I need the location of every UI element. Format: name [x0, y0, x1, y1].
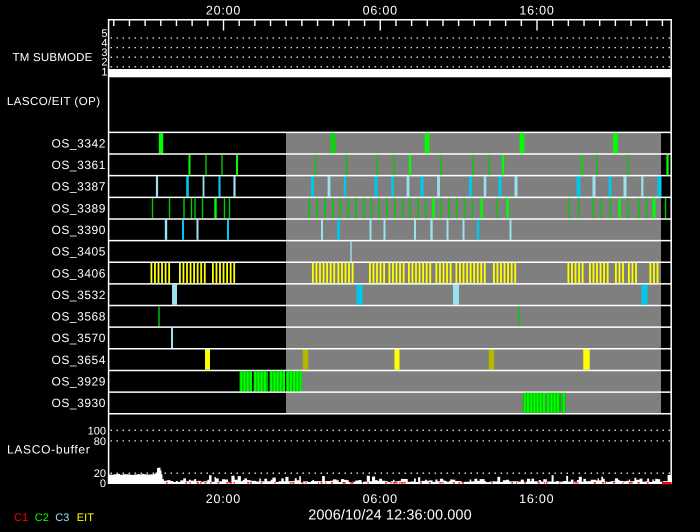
svg-text:4: 4 [101, 38, 107, 50]
svg-text:06:00: 06:00 [363, 492, 398, 506]
svg-text:2006/10/24 12:36:00.000: 2006/10/24 12:36:00.000 [308, 508, 472, 524]
svg-text:OS_3930: OS_3930 [51, 396, 106, 410]
svg-text:OS_3532: OS_3532 [51, 288, 106, 302]
svg-text:06:00: 06:00 [363, 4, 398, 18]
svg-text:20:00: 20:00 [206, 492, 241, 506]
svg-text:OS_3405: OS_3405 [51, 245, 106, 259]
svg-text:C2: C2 [35, 512, 49, 524]
svg-text:2: 2 [101, 57, 107, 69]
svg-text:C3: C3 [55, 512, 69, 524]
svg-text:OS_3929: OS_3929 [51, 374, 106, 388]
svg-text:20:00: 20:00 [206, 4, 241, 18]
svg-text:OS_3568: OS_3568 [51, 310, 106, 324]
svg-text:1: 1 [101, 66, 107, 78]
svg-text:16:00: 16:00 [519, 492, 554, 506]
svg-text:EIT: EIT [77, 512, 94, 524]
svg-text:OS_3389: OS_3389 [51, 201, 106, 215]
svg-text:80: 80 [94, 436, 106, 448]
svg-text:0: 0 [100, 478, 106, 490]
svg-text:100: 100 [88, 425, 106, 437]
svg-text:20: 20 [94, 468, 106, 480]
svg-text:5: 5 [101, 28, 107, 40]
svg-text:OS_3390: OS_3390 [51, 223, 106, 237]
svg-text:LASCO-buffer: LASCO-buffer [7, 442, 91, 456]
svg-text:OS_3342: OS_3342 [51, 136, 106, 150]
svg-text:16:00: 16:00 [519, 4, 554, 18]
svg-text:LASCO/EIT (OP): LASCO/EIT (OP) [7, 96, 101, 108]
svg-text:OS_3570: OS_3570 [51, 331, 106, 345]
svg-text:TM SUBMODE: TM SUBMODE [13, 52, 93, 64]
svg-text:OS_3406: OS_3406 [51, 266, 106, 280]
svg-text:3: 3 [101, 47, 107, 59]
svg-text:OS_3361: OS_3361 [51, 158, 106, 172]
svg-text:OS_3387: OS_3387 [51, 180, 106, 194]
svg-text:OS_3654: OS_3654 [51, 353, 106, 367]
svg-text:C1: C1 [14, 512, 28, 524]
